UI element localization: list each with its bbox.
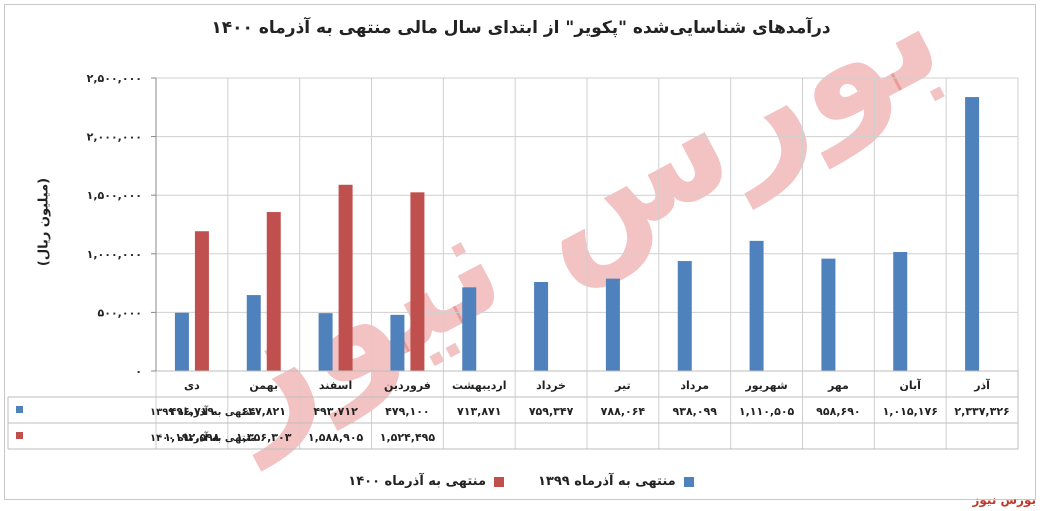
data-label: ۹۳۸,۰۹۹ <box>673 405 718 418</box>
bar-1399-2 <box>318 313 333 371</box>
category-label: آذر <box>973 378 990 392</box>
bar-1399-8 <box>749 240 764 371</box>
bar-1399-3 <box>390 314 405 371</box>
legend-label-1400: منتهی به آذرماه ۱۴۰۰ <box>348 474 486 489</box>
data-label: ۷۱۳,۸۷۱ <box>457 405 501 418</box>
bar-1399-7 <box>677 261 692 371</box>
watermark: بورس نیوز <box>179 0 968 472</box>
y-tick-label: ۵۰۰,۰۰۰ <box>98 306 142 319</box>
category-label: مرداد <box>680 379 709 392</box>
data-label: ۱,۰۱۵,۱۷۶ <box>883 405 938 418</box>
chart-title: درآمدهای شناسایی‌شده "پکویر" از ابتدای س… <box>211 18 831 38</box>
bar-1399-5 <box>534 282 549 371</box>
category-label: شهریور <box>744 379 787 392</box>
legend-swatch-1400 <box>494 476 504 487</box>
category-label: اردیبهشت <box>452 379 506 392</box>
bar-1400-2 <box>338 184 353 371</box>
legend-swatch-1399 <box>683 476 694 487</box>
y-tick-label: ۰ <box>135 365 142 378</box>
bar-1399-9 <box>821 258 836 371</box>
legend-label-1399: منتهی به آذرماه ۱۳۹۹ <box>538 474 676 489</box>
category-label: تیر <box>614 379 630 392</box>
table-legend-key <box>16 406 23 413</box>
category-label: بهمن <box>249 379 278 392</box>
data-label: ۲,۳۳۷,۳۲۶ <box>954 405 1009 418</box>
bar-1399-4 <box>462 287 477 371</box>
y-axis: ۰ ۵۰۰,۰۰۰ ۱,۰۰۰,۰۰۰ ۱,۵۰۰,۰۰۰ ۲,۰۰۰,۰۰۰ ۲,۵۰۰… <box>87 72 157 378</box>
bar-1400-1 <box>266 212 281 371</box>
table-series-name: منتهی به آذرماه ۱۳۹۹ <box>150 405 256 418</box>
category-label: اسفند <box>319 379 352 392</box>
y-tick-label: ۲,۰۰۰,۰۰۰ <box>87 131 142 144</box>
category-label: خرداد <box>536 379 566 392</box>
legend-item-1400: منتهی به آذرماه ۱۴۰۰ <box>348 474 504 489</box>
bar-1400-3 <box>410 192 425 371</box>
bars <box>174 97 980 371</box>
bar-1400-0 <box>194 231 209 371</box>
bar-1399-11 <box>965 97 980 371</box>
data-label: ۷۵۹,۳۴۷ <box>529 405 574 418</box>
data-label: ۶۴۷,۸۲۱ <box>242 405 286 418</box>
table-legend-key <box>16 432 23 439</box>
chart-frame <box>4 4 1036 500</box>
data-label: ۱,۳۵۶,۳۰۳ <box>236 431 292 444</box>
data-label: ۱,۱۱۰,۵۰۵ <box>739 405 795 418</box>
source-label: بورس نیوز <box>972 493 1036 507</box>
data-label: ۴۷۹,۱۰۰ <box>385 405 429 418</box>
legend: منتهی به آذرماه ۱۳۹۹ منتهی به آذرماه ۱۴۰… <box>0 474 1042 489</box>
data-label: ۹۵۸,۶۹۰ <box>816 405 860 418</box>
data-label: ۴۹۳,۷۱۲ <box>313 405 358 418</box>
category-label: فروردین <box>384 379 431 392</box>
legend-item-1399: منتهی به آذرماه ۱۳۹۹ <box>538 474 694 489</box>
data-label: ۴۹۶,۷۱۹ <box>170 405 215 418</box>
data-table: دی بهمن اسفند فروردین اردیبهشت خرداد تیر مرداد ش… <box>7 370 1019 450</box>
data-label: ۱,۵۸۸,۹۰۵ <box>308 431 364 444</box>
category-label: مهر <box>827 379 849 392</box>
bar-1399-0 <box>174 312 189 371</box>
data-label: ۷۸۸,۰۶۴ <box>601 405 646 418</box>
y-tick-label: ۲,۵۰۰,۰۰۰ <box>87 72 142 85</box>
data-label: ۱,۱۹۲,۵۹۸ <box>164 431 220 444</box>
category-label: دی <box>184 379 200 392</box>
bar-1399-6 <box>605 278 620 371</box>
bar-1399-10 <box>893 252 908 371</box>
data-label: ۱,۵۲۴,۴۹۵ <box>380 431 436 444</box>
category-label: آبان <box>900 378 922 392</box>
bar-1399-1 <box>246 295 261 371</box>
table-series-name: منتهی به آذرماه ۱۴۰۰ <box>150 431 256 444</box>
y-tick-label: ۱,۰۰۰,۰۰۰ <box>87 248 142 261</box>
y-tick-label: ۱,۵۰۰,۰۰۰ <box>87 189 142 202</box>
watermark-text: بورس نیوز <box>179 0 968 472</box>
